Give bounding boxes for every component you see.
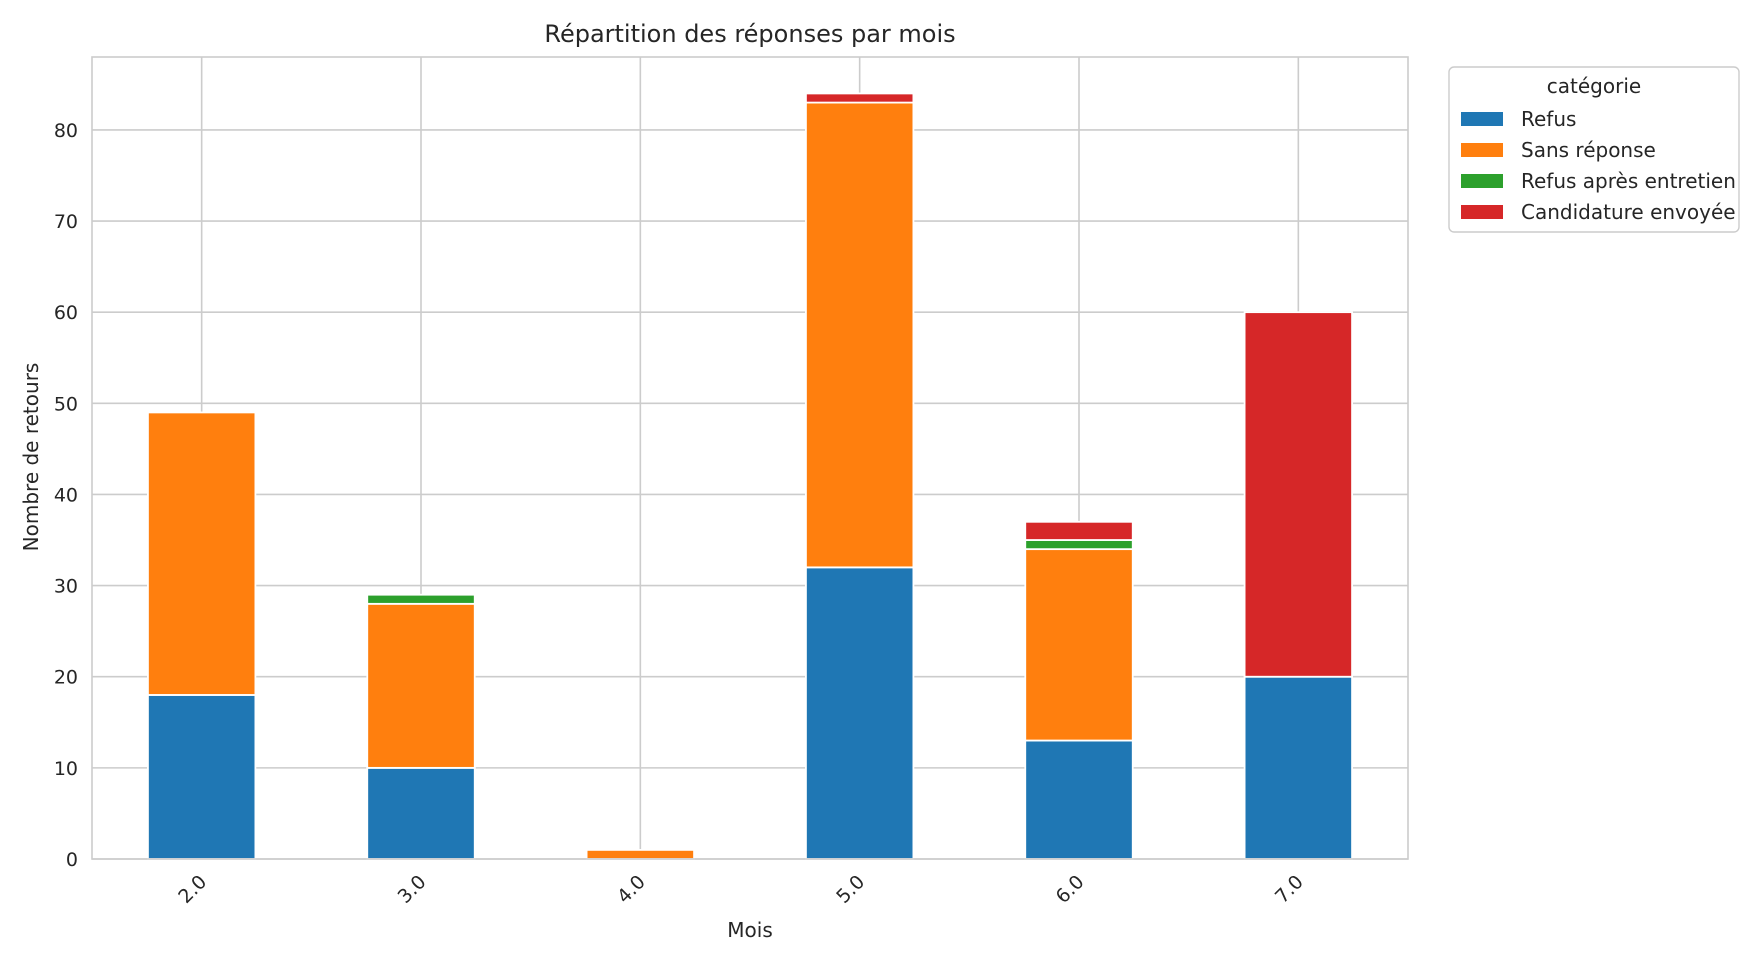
bar-segment-3-6.0 bbox=[1024, 539, 1134, 551]
x-tick-label: 6.0 bbox=[1052, 871, 1089, 908]
x-tick-label: 2.0 bbox=[174, 871, 211, 908]
x-tick-label: 5.0 bbox=[832, 871, 869, 908]
x-axis-label: Mois bbox=[727, 918, 772, 942]
bar-segment-4-6.0 bbox=[1024, 520, 1134, 541]
plot-frame bbox=[91, 56, 1409, 860]
plot-border bbox=[91, 56, 1409, 860]
legend-swatch bbox=[1461, 205, 1503, 219]
legend-title: catégorie bbox=[1547, 74, 1641, 98]
y-axis-label: Nombre de retours bbox=[19, 363, 43, 552]
legend-label: Sans réponse bbox=[1521, 138, 1656, 162]
bar-segment-2-5.0 bbox=[805, 101, 915, 569]
y-tick-label: 60 bbox=[54, 302, 78, 324]
y-tick-label: 20 bbox=[54, 667, 78, 689]
x-tick-label: 7.0 bbox=[1271, 871, 1308, 908]
bar-segment-1-7.0 bbox=[1243, 675, 1353, 860]
bar-segment-1-2.0 bbox=[147, 694, 257, 860]
legend-box bbox=[1448, 66, 1740, 233]
y-tick-label: 0 bbox=[66, 849, 78, 871]
y-tick-label: 30 bbox=[54, 576, 78, 598]
legend-label: Refus bbox=[1521, 107, 1576, 131]
bar-segment-4-5.0 bbox=[805, 92, 915, 104]
chart-title: Répartition des réponses par mois bbox=[544, 20, 955, 48]
legend-swatch bbox=[1461, 174, 1503, 188]
y-tick-label: 50 bbox=[54, 393, 78, 415]
bar-segment-2-4.0 bbox=[585, 848, 695, 860]
plot-background bbox=[92, 57, 1408, 859]
bar-segment-2-3.0 bbox=[366, 602, 476, 769]
legend: catégorie Refus Sans réponse Refus après en… bbox=[1448, 66, 1740, 233]
y-tick-label: 70 bbox=[54, 211, 78, 233]
legend-label: Candidature envoyée bbox=[1521, 200, 1736, 224]
bar-segment-3-3.0 bbox=[366, 593, 476, 605]
bar-segment-2-2.0 bbox=[147, 411, 257, 696]
grid bbox=[92, 57, 1408, 860]
bars bbox=[147, 92, 1353, 860]
legend-swatch bbox=[1461, 112, 1503, 126]
y-tick-label: 40 bbox=[54, 484, 78, 506]
bar-segment-4-7.0 bbox=[1243, 311, 1353, 678]
bar-segment-1-5.0 bbox=[805, 566, 915, 860]
y-tick-label: 80 bbox=[54, 120, 78, 142]
bar-segment-2-6.0 bbox=[1024, 548, 1134, 742]
x-tick-label: 3.0 bbox=[394, 871, 431, 908]
x-tick-label: 4.0 bbox=[613, 871, 650, 908]
legend-label: Refus après entretien bbox=[1521, 169, 1736, 193]
legend-swatch bbox=[1461, 143, 1503, 157]
y-tick-label: 10 bbox=[54, 758, 78, 780]
bar-segment-1-3.0 bbox=[366, 766, 476, 860]
bar-segment-1-6.0 bbox=[1024, 739, 1134, 860]
